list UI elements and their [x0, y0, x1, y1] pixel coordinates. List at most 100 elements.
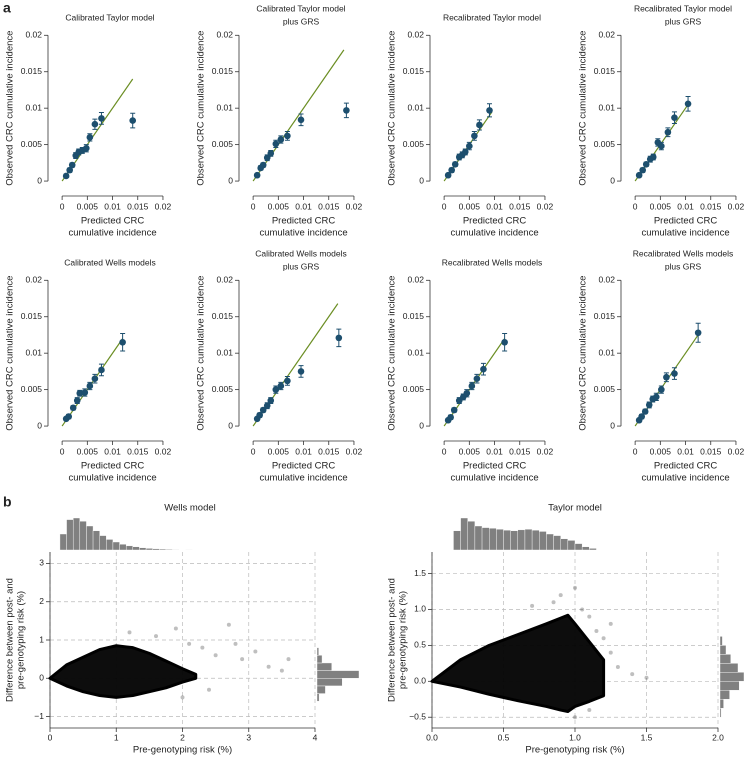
x-tick-label: 0.02	[155, 446, 172, 456]
y-axis-label: pre-genotyping risk (%)	[398, 591, 409, 689]
histogram-bar	[453, 531, 460, 550]
point	[83, 145, 90, 152]
histogram-bar	[80, 521, 87, 550]
y-axis-label: Observed CRC cumulative incidence	[5, 276, 16, 431]
x-tick-label: 0	[442, 446, 447, 456]
point	[580, 607, 584, 611]
x-tick-label: 0.015	[700, 201, 722, 211]
point	[587, 615, 591, 619]
point	[284, 378, 291, 385]
chart-title: Calibrated Taylor model	[256, 3, 345, 13]
chart-title: plus GRS	[665, 261, 702, 271]
histogram-bar	[720, 645, 726, 654]
y-tick-label: 0.005	[212, 384, 234, 394]
y-tick-label: 0.01	[216, 347, 233, 357]
point	[92, 121, 99, 128]
histogram-bar	[720, 699, 724, 708]
y-tick-label: 1	[39, 634, 44, 644]
point	[480, 366, 487, 373]
x-tick-label: 0.01	[677, 446, 694, 456]
y-tick-label: 0.01	[598, 347, 615, 357]
x-tick-label: 0.005	[459, 201, 481, 211]
point	[267, 150, 274, 157]
point	[650, 154, 657, 161]
histogram-bar	[720, 636, 722, 645]
histogram-bar	[539, 531, 546, 550]
y-tick-label: 0.01	[25, 102, 42, 112]
x-tick-label: 0.01	[104, 201, 121, 211]
point	[642, 408, 649, 415]
y-tick-label: 0.0	[414, 676, 426, 686]
x-tick-label: 0.015	[318, 446, 340, 456]
y-tick-label: 0.02	[407, 30, 424, 40]
point	[287, 657, 291, 661]
point	[609, 622, 613, 626]
y-axis-label: Observed CRC cumulative incidence	[196, 31, 207, 186]
point	[98, 115, 105, 122]
histogram-bar	[532, 530, 539, 550]
point	[98, 367, 105, 374]
point	[466, 143, 473, 150]
point	[63, 173, 70, 180]
x-axis-label: cumulative incidence	[259, 228, 347, 239]
histogram-bar	[554, 536, 561, 550]
histogram-bar	[720, 672, 744, 681]
panel-label: b	[3, 494, 12, 510]
chart-title: Calibrated Wells models	[255, 248, 347, 258]
y-tick-label: 0.02	[216, 275, 233, 285]
point	[119, 339, 126, 346]
y-tick-label: 0.005	[21, 139, 43, 149]
y-tick-label: 0.005	[594, 384, 616, 394]
point	[671, 114, 678, 121]
x-tick-label: 0.5	[498, 732, 510, 742]
y-tick-label: 0.005	[21, 384, 43, 394]
point	[214, 653, 218, 657]
y-tick-label: 0.02	[25, 275, 42, 285]
point	[639, 167, 646, 174]
point	[559, 593, 563, 597]
point	[464, 390, 471, 397]
x-axis-label: cumulative incidence	[450, 473, 538, 484]
x-axis-label: cumulative incidence	[259, 473, 347, 484]
point	[298, 117, 305, 124]
point	[65, 413, 72, 420]
point	[573, 715, 577, 719]
y-tick-label: 0.01	[25, 347, 42, 357]
histogram-bar	[317, 648, 319, 656]
point	[609, 651, 613, 655]
histogram-bar	[153, 549, 160, 550]
histogram-bar	[317, 671, 359, 679]
chart-title: Recalibrated Wells models	[442, 257, 542, 267]
chart-title: Calibrated Taylor model	[65, 12, 154, 22]
x-axis-label: Predicted CRC	[81, 216, 144, 227]
histogram-bar	[113, 542, 120, 550]
point	[87, 134, 94, 141]
point	[260, 162, 267, 169]
histogram-bar	[468, 521, 475, 550]
point	[128, 630, 132, 634]
x-axis-label: cumulative incidence	[68, 228, 156, 239]
point	[154, 634, 158, 638]
x-tick-label: 0.005	[268, 201, 290, 211]
x-tick-label: 0	[442, 201, 447, 211]
y-tick-label: −0.5	[409, 711, 426, 721]
point	[448, 167, 455, 174]
point	[129, 117, 136, 124]
y-tick-label: 0	[610, 175, 615, 185]
histogram-bar	[106, 539, 113, 550]
chart-title: Wells model	[164, 503, 216, 514]
histogram-bar	[73, 518, 80, 550]
histogram-bar	[589, 548, 596, 550]
point	[87, 383, 94, 390]
x-axis-label: Predicted CRC	[272, 461, 335, 472]
y-axis-label: Observed CRC cumulative incidence	[5, 31, 16, 186]
histogram-bar	[317, 694, 319, 702]
histogram-bar	[86, 526, 93, 550]
x-tick-label: 0.02	[537, 446, 554, 456]
histogram-bar	[720, 654, 731, 663]
y-tick-label: 0	[37, 420, 42, 430]
y-tick-label: 0.01	[407, 347, 424, 357]
x-tick-label: 1.5	[641, 732, 653, 742]
y-tick-label: 2	[39, 596, 44, 606]
